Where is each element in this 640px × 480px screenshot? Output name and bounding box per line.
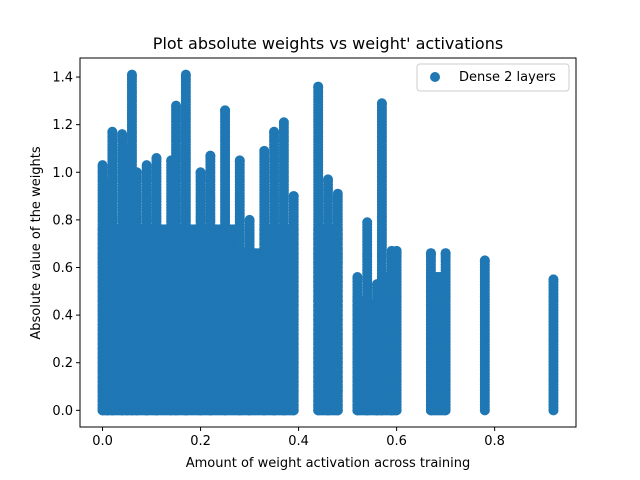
data-point [352,272,363,283]
data-point [141,160,152,171]
data-point [220,105,231,116]
data-point [332,188,343,199]
point-column [548,274,559,416]
data-point [131,167,142,178]
data-point [151,152,162,163]
data-point [548,274,559,285]
data-point [205,150,216,161]
data-point [391,245,402,256]
data-point [244,214,255,225]
data-point [376,98,387,109]
data-point [362,217,373,228]
data-point [313,81,324,92]
data-points [97,69,559,416]
data-point [180,69,191,80]
point-column [479,255,490,416]
data-point [97,160,108,171]
data-point [278,117,289,128]
data-point [288,191,299,202]
data-point [259,145,270,156]
data-point [171,100,182,111]
data-point [479,255,490,266]
data-point [269,126,280,137]
data-point [107,126,118,137]
data-point [234,155,245,166]
data-point [440,248,451,259]
data-point [117,129,128,140]
data-point [195,167,206,178]
data-point [425,248,436,259]
data-point [323,174,333,185]
data-point [126,69,137,80]
